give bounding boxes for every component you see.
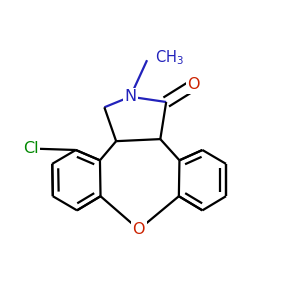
Text: O: O — [133, 222, 145, 237]
Text: N: N — [124, 89, 136, 104]
Text: Cl: Cl — [23, 141, 39, 156]
Text: CH$_3$: CH$_3$ — [155, 48, 184, 67]
Text: O: O — [187, 77, 200, 92]
